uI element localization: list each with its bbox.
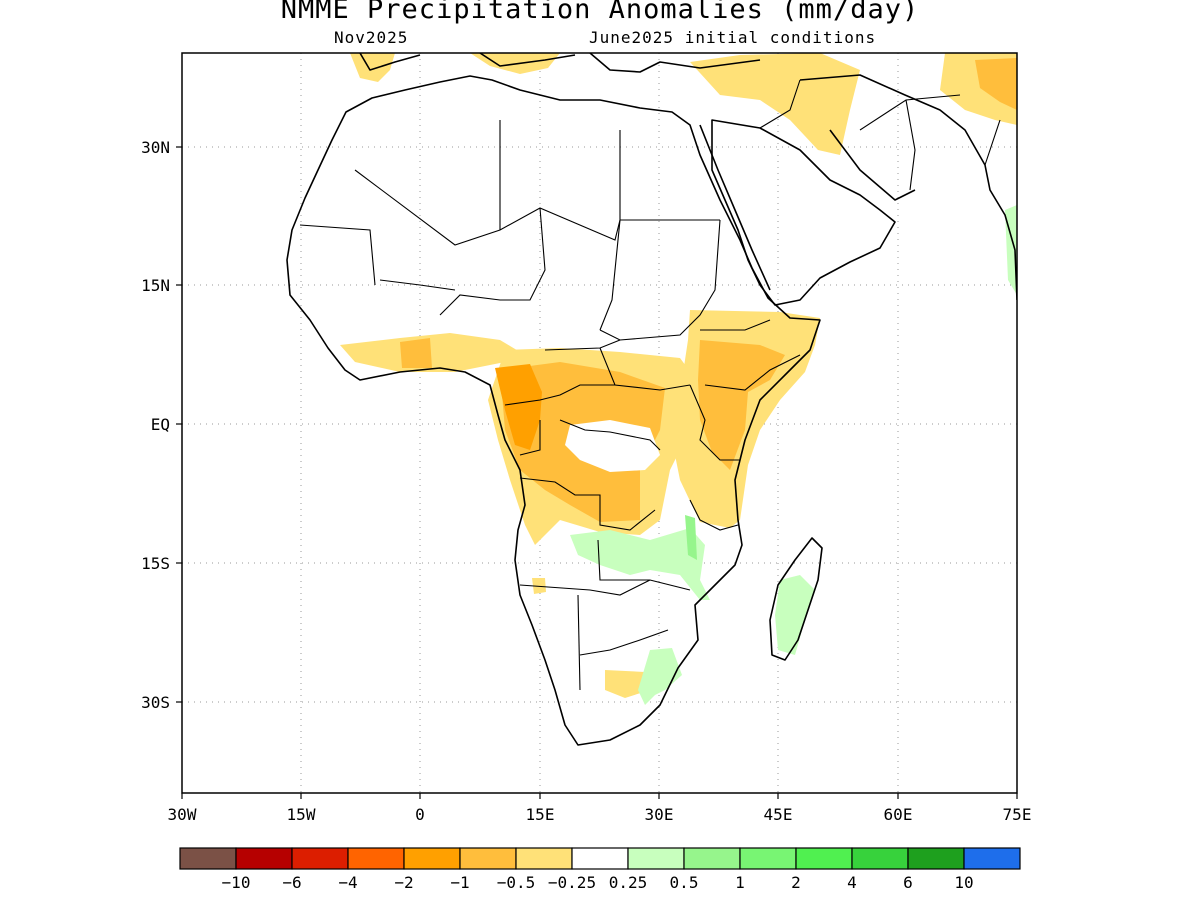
colorbar-label: −2	[394, 873, 413, 892]
lat-label: 30N	[141, 138, 170, 157]
country-borders	[299, 79, 1001, 691]
colorbar-swatch	[291, 847, 349, 870]
colorbar-swatch	[963, 847, 1021, 870]
red-sea	[699, 124, 771, 291]
lon-label: 60E	[884, 805, 913, 824]
coastlines	[286, 53, 1017, 746]
colorbar-label: −6	[282, 873, 301, 892]
africa-coastline	[286, 75, 821, 746]
wet-anomaly-southern-africa	[570, 528, 710, 600]
colorbar-swatch	[571, 847, 629, 870]
colorbar-swatch	[179, 847, 237, 870]
colorbar-label: 0.25	[609, 873, 648, 892]
lon-label: 30E	[645, 805, 674, 824]
lat-label: 15N	[141, 276, 170, 295]
colorbar-swatch	[795, 847, 853, 870]
near-normal-congo	[565, 420, 660, 472]
colorbar-swatch	[851, 847, 909, 870]
colorbar-swatch	[515, 847, 573, 870]
lat-label: EQ	[151, 415, 170, 434]
lat-label: 30S	[141, 693, 170, 712]
colorbar-swatch	[739, 847, 797, 870]
tick-marks	[176, 146, 1018, 799]
plot-frame	[181, 52, 1018, 794]
colorbar-label: −0.5	[497, 873, 536, 892]
colorbar-labels: −10 −6 −4 −2 −1 −0.5 −0.25 0.25 0.5 1 2 4 6 10	[222, 873, 974, 892]
persian-gulf	[829, 129, 916, 201]
lon-label: 15E	[526, 805, 555, 824]
colorbar-swatch	[347, 847, 405, 870]
colorbar-swatch	[403, 847, 461, 870]
dry-anomaly-horn	[698, 340, 785, 470]
colorbar-label: −10	[222, 873, 251, 892]
colorbar-swatch	[459, 847, 517, 870]
colorbar-label: 4	[847, 873, 857, 892]
dry-anomaly-arabia-north	[690, 53, 860, 155]
wet-anomaly-madagascar	[775, 575, 815, 655]
lon-label: 30W	[168, 805, 197, 824]
europe-coastline	[359, 53, 761, 73]
colorbar-label: 6	[903, 873, 913, 892]
arabia-coastline	[711, 119, 896, 306]
lon-label: 0	[415, 805, 425, 824]
map-title: NMME Precipitation Anomalies (mm/day)	[280, 0, 920, 25]
initial-conditions: June2025 initial conditions	[589, 28, 877, 47]
dry-anomaly-central-asia-core	[975, 58, 1017, 110]
latitude-labels: 30N 15N EQ 15S 30S	[141, 138, 170, 712]
colorbar-swatch	[627, 847, 685, 870]
colorbar-label: 0.5	[670, 873, 699, 892]
madagascar-coastline	[769, 537, 823, 661]
wet-anomaly-lesotho	[638, 648, 682, 705]
colorbar-swatch	[907, 847, 965, 870]
colorbar-label: −1	[450, 873, 469, 892]
dry-anomaly-west-africa-core	[400, 338, 432, 368]
colorbar	[179, 847, 1021, 870]
colorbar-label: 1	[735, 873, 745, 892]
colorbar-label: 2	[791, 873, 801, 892]
colorbar-label: 10	[954, 873, 973, 892]
colorbar-label: −4	[338, 873, 357, 892]
lon-label: 45E	[764, 805, 793, 824]
asia-coastline	[799, 74, 1017, 301]
lat-label: 15S	[141, 554, 170, 573]
colorbar-label: −0.25	[548, 873, 596, 892]
lon-label: 75E	[1003, 805, 1032, 824]
dry-anomaly-gabon-congo	[495, 364, 542, 450]
lon-label: 15W	[287, 805, 316, 824]
dry-anomaly-north-africa	[350, 53, 395, 82]
colorbar-swatch	[683, 847, 741, 870]
valid-month: Nov2025	[334, 28, 409, 47]
longitude-labels: 30W 15W 0 15E 30E 45E 60E 75E	[168, 805, 1032, 824]
wet-anomaly-zambia-core	[685, 515, 697, 560]
colorbar-swatch	[235, 847, 293, 870]
